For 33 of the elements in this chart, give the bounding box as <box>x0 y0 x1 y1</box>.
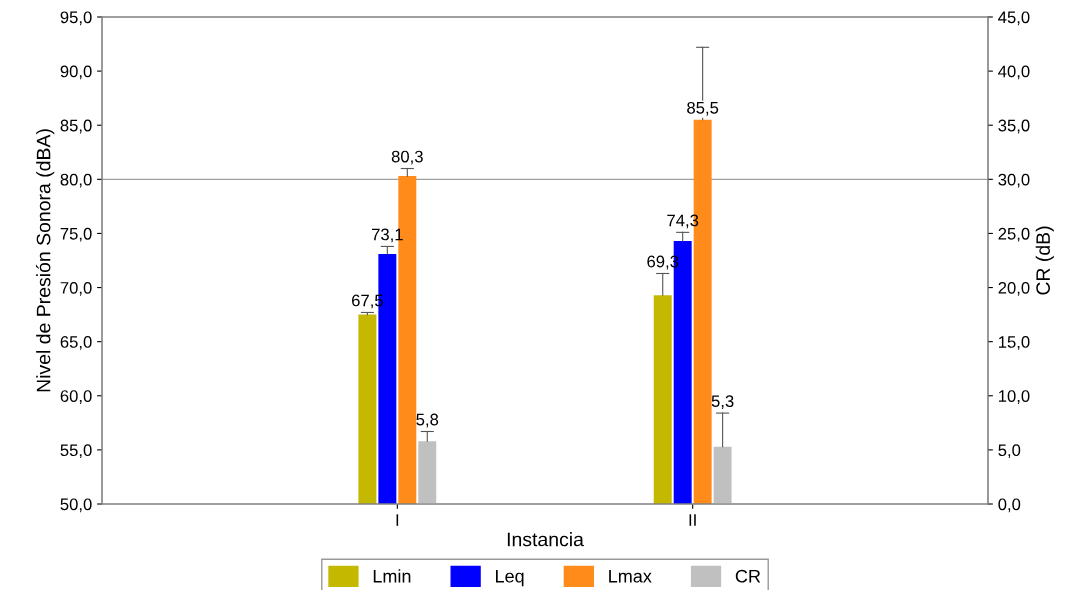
y-tick-label: 65,0 <box>60 336 92 350</box>
y-tick-label: 75,0 <box>60 227 92 242</box>
x-tick-label: I <box>396 514 399 526</box>
y-tick-label: 95,0 <box>60 11 92 26</box>
y2-tick-label: 30,0 <box>998 173 1030 188</box>
y-tick-label: 80,0 <box>60 173 92 188</box>
y-tick-label: 55,0 <box>60 444 92 459</box>
y2-tick-label: 25,0 <box>998 227 1030 242</box>
y-tick-label: 50,0 <box>60 498 92 513</box>
y-tick-label: 70,0 <box>60 281 92 296</box>
y2-tick-label: 35,0 <box>998 119 1030 134</box>
y2-tick-label: 20,0 <box>998 281 1030 296</box>
data-label: 5,8 <box>416 413 439 428</box>
y2-tick-label: 15,0 <box>998 336 1030 350</box>
legend-label: CR <box>735 569 761 583</box>
data-label: 80,3 <box>391 150 423 165</box>
y2-tick-label: 40,0 <box>998 65 1030 80</box>
y2-tick-label: 45,0 <box>998 11 1030 26</box>
y2-tick-label: 10,0 <box>998 390 1030 404</box>
x-axis-title: Instancia <box>507 532 584 547</box>
data-label: 85,5 <box>687 101 719 116</box>
y2-tick-label: 5,0 <box>998 444 1021 459</box>
data-label: 5,3 <box>711 395 734 409</box>
y-tick-label: 90,0 <box>60 65 92 80</box>
x-tick-label: II <box>689 514 696 526</box>
legend-label: Lmin <box>373 569 411 583</box>
y2-tick-label: 0,0 <box>998 498 1021 513</box>
y-tick-label: 60,0 <box>60 390 92 404</box>
y-tick-label: 85,0 <box>60 119 92 134</box>
y2-axis-title: CR (dB) <box>1035 226 1054 295</box>
legend-label: Leq <box>496 569 524 587</box>
y-axis-title: Nivel de Presión Sonora (dBA) <box>35 129 55 392</box>
legend-label: Lmax <box>609 569 652 583</box>
